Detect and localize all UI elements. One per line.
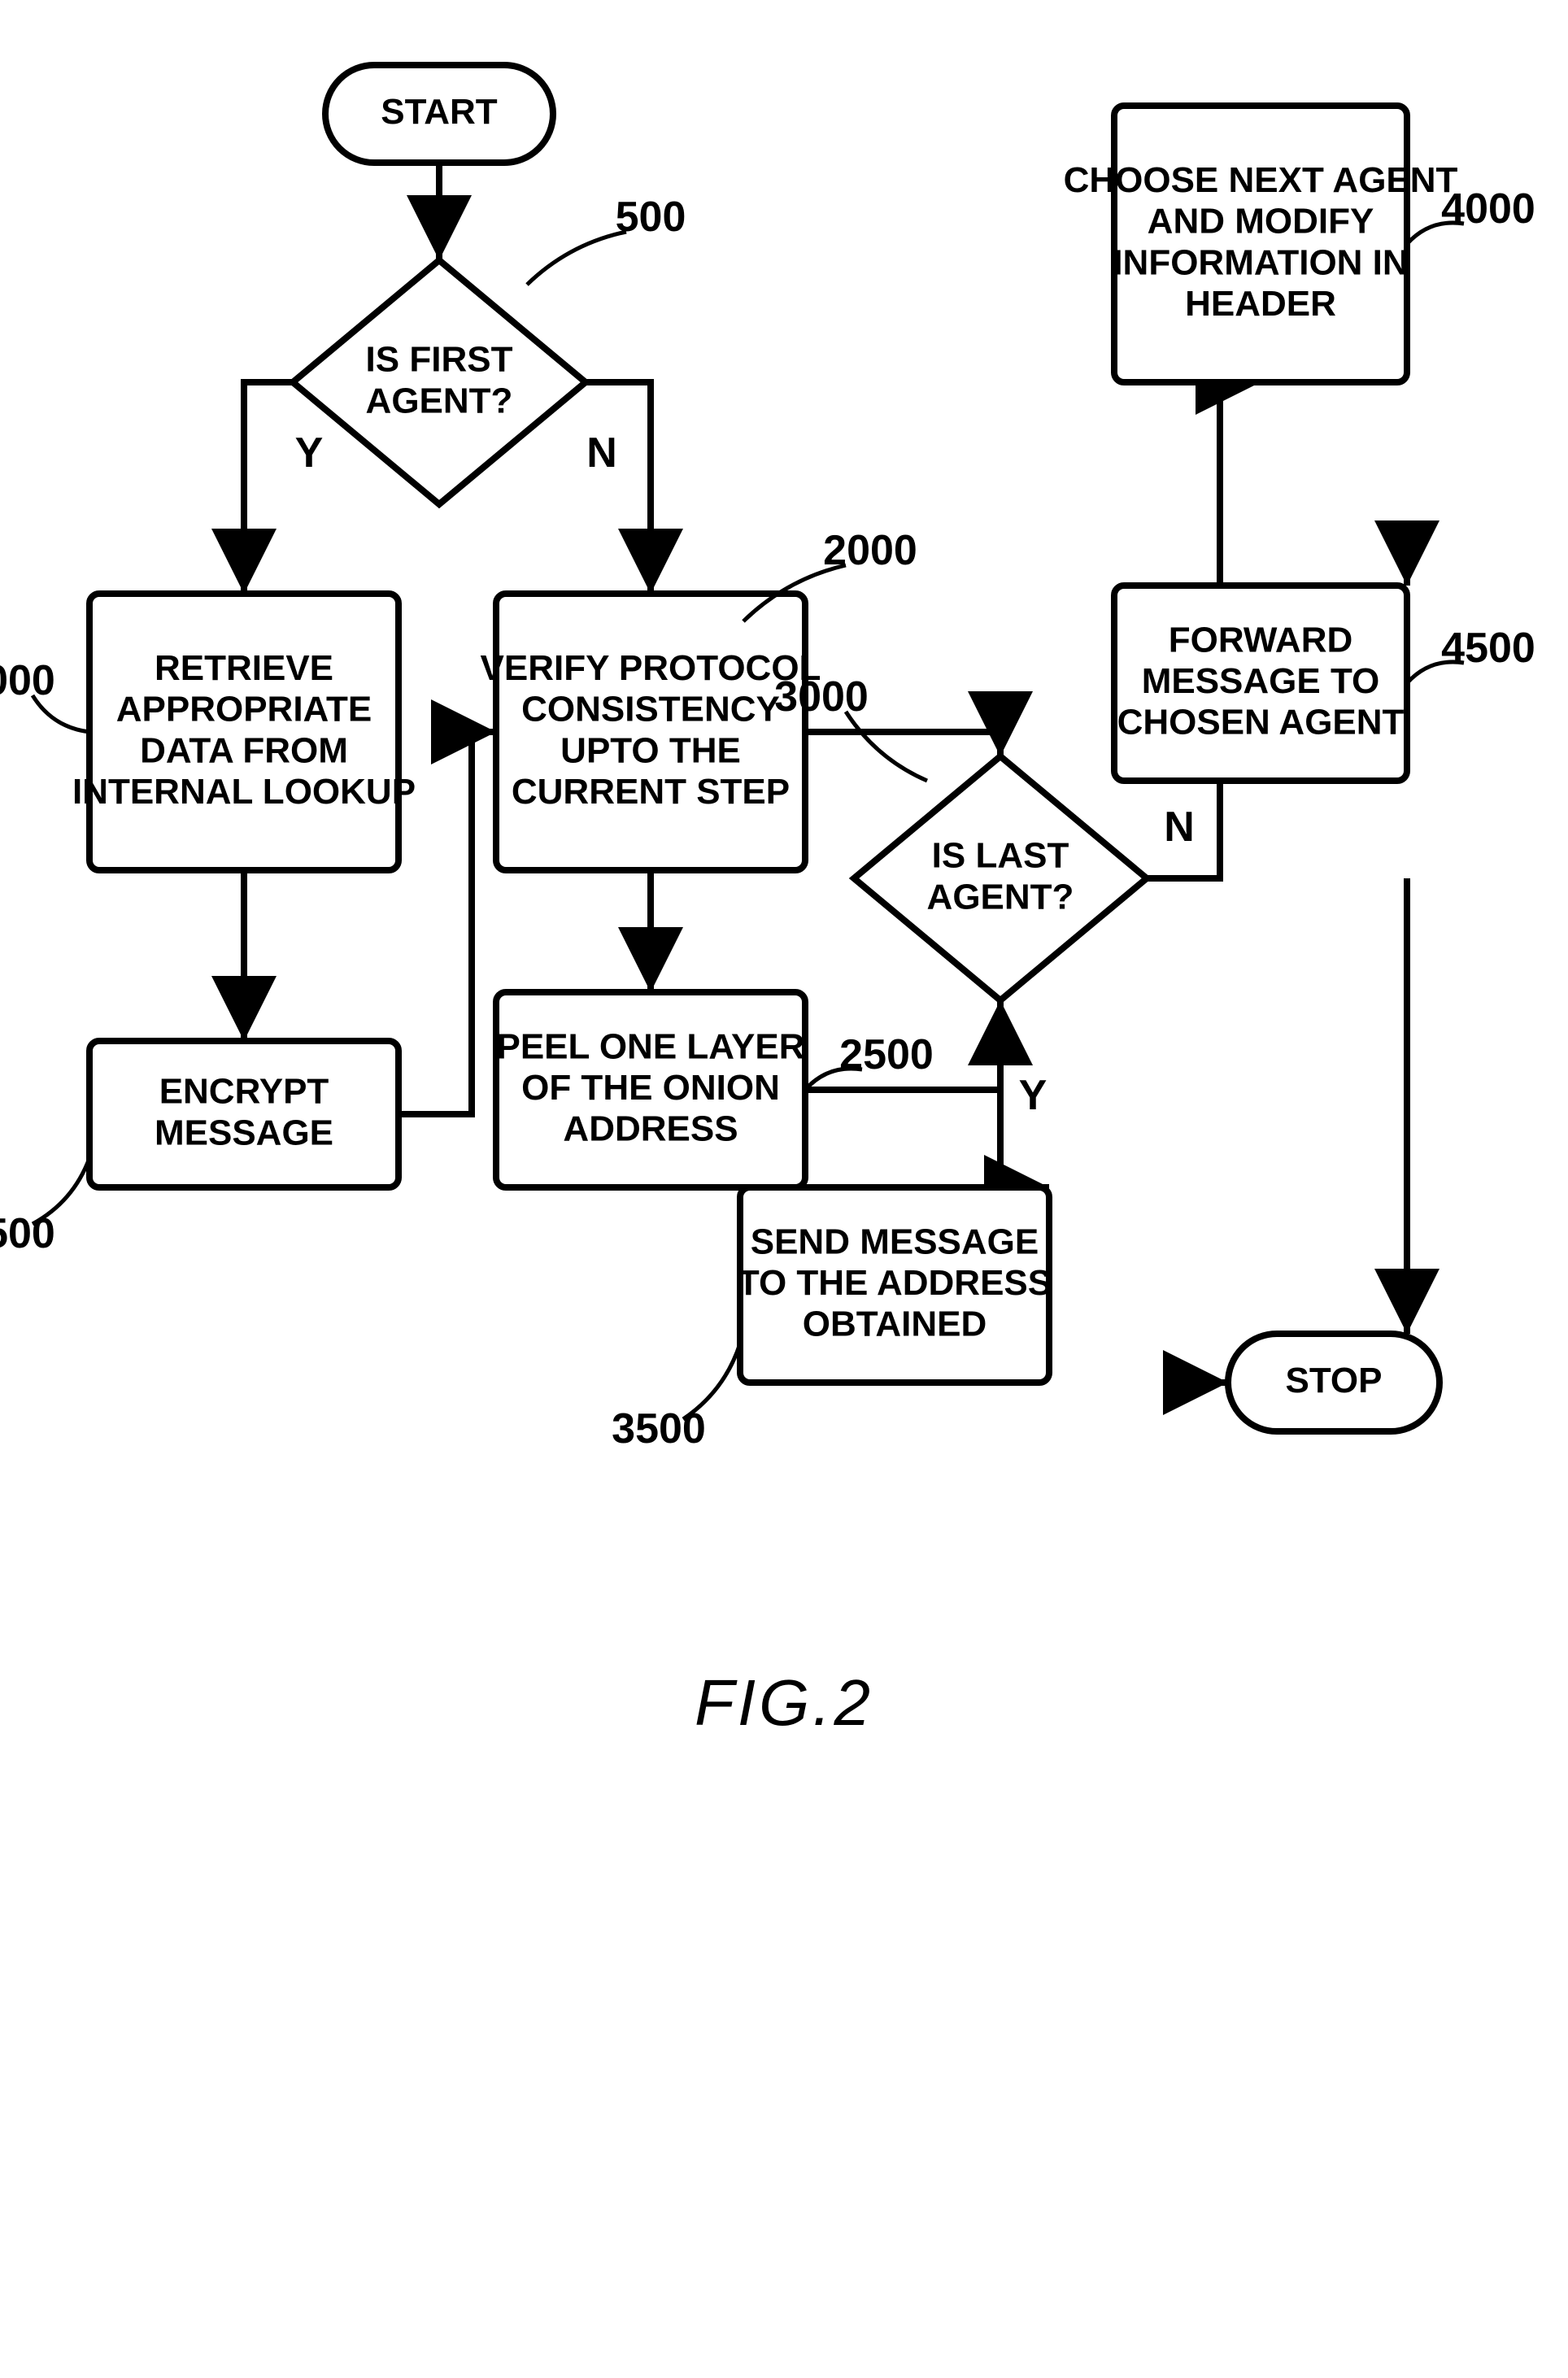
edge-label-Y: Y (295, 429, 324, 477)
node-text-d500: IS FIRSTAGENT? (366, 339, 513, 420)
ref-label-1000: 1000 (0, 657, 55, 704)
edge-label-N: N (1164, 804, 1195, 851)
edge-label-Y: Y (1019, 1072, 1048, 1119)
edge-d500-b2000 (586, 382, 651, 594)
node-text-d3000: IS LASTAGENT? (927, 835, 1074, 917)
ref-label-2000: 2000 (823, 527, 917, 574)
ref-label-3000: 3000 (774, 673, 869, 721)
edge-label-N: N (586, 429, 617, 477)
ref-label-3500: 3500 (612, 1405, 706, 1452)
flowchart-figure: YNYNSTARTIS FIRSTAGENT?500RETRIEVEAPPROP… (0, 0, 1568, 2378)
edge-b2000-d3000 (805, 732, 1000, 756)
edge-d500-b1000 (244, 382, 293, 594)
ref-label-1500: 1500 (0, 1210, 55, 1257)
node-text-start: START (381, 92, 498, 132)
ref-label-4500: 4500 (1441, 625, 1535, 672)
ref-label-500: 500 (616, 194, 686, 241)
ref-label-4000: 4000 (1441, 185, 1535, 233)
ref-label-2500: 2500 (839, 1031, 934, 1078)
node-text-b1500: ENCRYPTMESSAGE (155, 1071, 333, 1152)
figure-label: FIG.2 (695, 1666, 873, 1739)
node-text-stop: STOP (1285, 1361, 1382, 1400)
